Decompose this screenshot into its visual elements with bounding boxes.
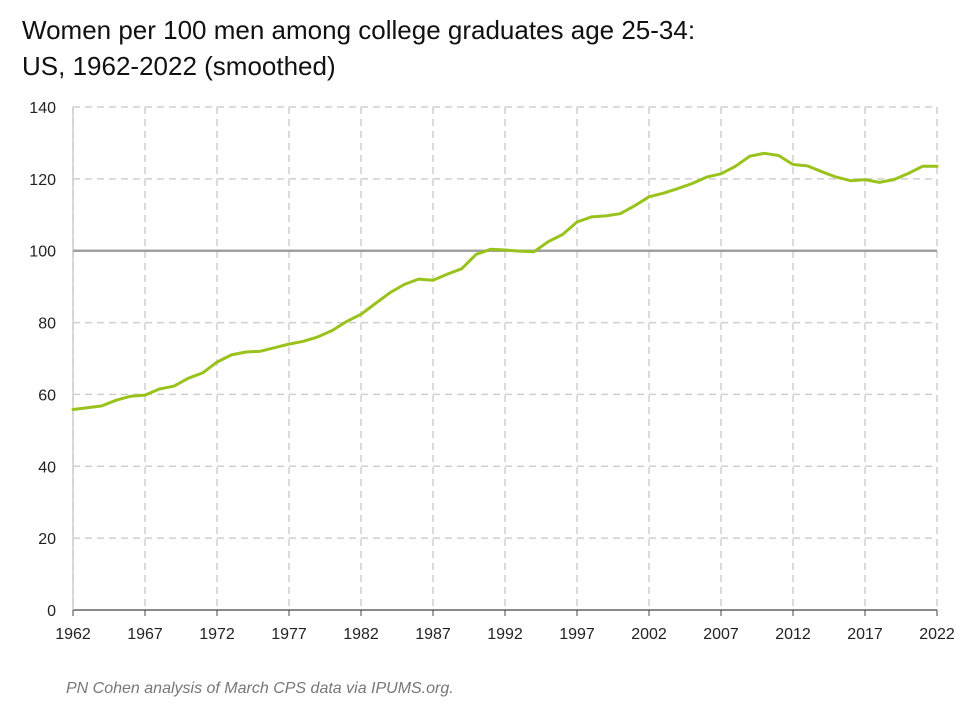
x-tick-label: 2002 (631, 626, 667, 643)
x-tick-label: 1972 (199, 626, 235, 643)
source-note: PN Cohen analysis of March CPS data via … (66, 680, 454, 697)
y-tick-label: 40 (38, 459, 56, 476)
grid (72, 106, 938, 610)
y-tick-label: 20 (38, 531, 56, 548)
y-tick-label: 60 (38, 387, 56, 404)
x-tick-label: 1992 (487, 626, 523, 643)
y-tick-label: 80 (38, 316, 56, 333)
x-tick-label: 2007 (703, 626, 739, 643)
chart-title: Women per 100 men among college graduate… (22, 15, 696, 45)
x-tick-label: 1967 (127, 626, 163, 643)
chart-title-block: Women per 100 men among college graduate… (22, 12, 952, 84)
axes: 0 20 40 60 80 100 120 140 1962 1967 1972 1977 1982 19… (29, 100, 955, 643)
x-tick-label: 1982 (343, 626, 379, 643)
x-tick-label: 2022 (919, 626, 955, 643)
series-line-women-per-100-men (71, 151, 939, 411)
x-tick-label: 1987 (415, 626, 451, 643)
y-tick-label: 100 (29, 244, 56, 261)
y-tick-label: 0 (47, 603, 56, 620)
y-tick-label: 140 (29, 100, 56, 117)
chart-subtitle: US, 1962-2022 (smoothed) (22, 51, 336, 81)
x-tick-label: 2012 (775, 626, 811, 643)
y-tick-label: 120 (29, 172, 56, 189)
x-tick-label: 1962 (55, 626, 91, 643)
x-tick-label: 1977 (271, 626, 307, 643)
series-layer (71, 151, 939, 411)
x-tick-label: 2017 (847, 626, 883, 643)
x-tick-label: 1997 (559, 626, 595, 643)
